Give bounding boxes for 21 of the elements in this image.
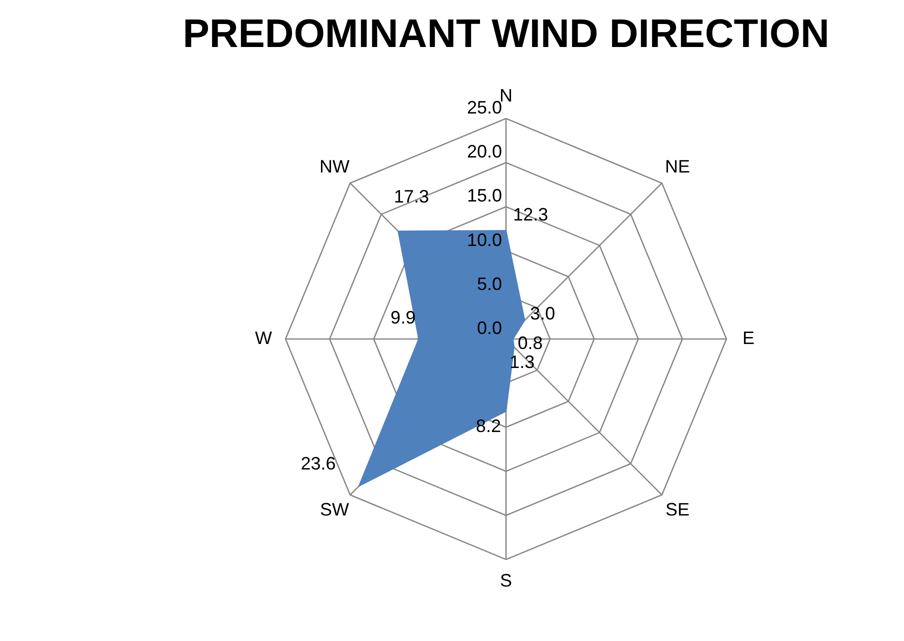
spoke-label: NE xyxy=(664,156,690,177)
spoke-label: SE xyxy=(665,499,690,520)
spoke-label: S xyxy=(500,570,512,591)
data-label: 8.2 xyxy=(476,416,501,436)
data-label: 0.8 xyxy=(518,332,543,353)
data-label: 17.3 xyxy=(394,186,429,206)
y-tick-label: 20.0 xyxy=(466,142,502,162)
spoke-label: E xyxy=(742,328,755,348)
y-tick-label: 25.0 xyxy=(466,98,502,118)
y-tick-label: 10.0 xyxy=(466,230,502,250)
data-label: 23.6 xyxy=(300,453,336,474)
chart-title: PREDOMINANT WIND DIRECTION xyxy=(182,12,830,56)
y-tick-label: 0.0 xyxy=(476,318,502,338)
data-label: 9.9 xyxy=(390,308,416,328)
y-tick-label: 15.0 xyxy=(466,186,502,206)
data-label: 3.0 xyxy=(530,304,556,324)
spoke-label: NW xyxy=(320,156,350,177)
y-tick-label: 5.0 xyxy=(476,274,502,294)
data-label: 12.3 xyxy=(513,204,548,224)
spoke-label: SW xyxy=(320,499,350,520)
spoke-label: W xyxy=(254,328,272,348)
